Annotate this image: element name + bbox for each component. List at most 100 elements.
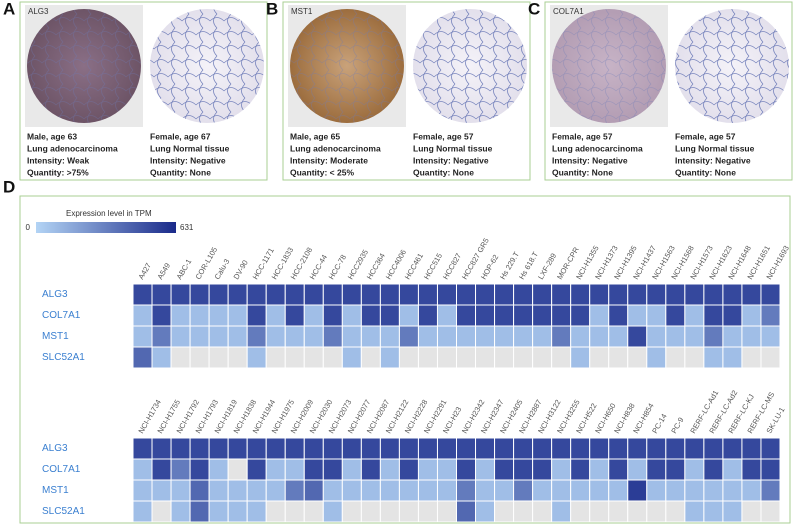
heat-cell [551, 479, 572, 502]
heat-cell [398, 500, 419, 523]
heat-cell [684, 283, 705, 306]
heat-cell [151, 304, 172, 327]
heat-cell [417, 437, 438, 460]
heat-cell [436, 437, 457, 460]
heat-cell [189, 479, 210, 502]
heat-cell [551, 500, 572, 523]
heat-cell [227, 304, 248, 327]
heat-cell [608, 500, 629, 523]
heat-cell [322, 437, 343, 460]
heat-cell [665, 437, 686, 460]
row-label: ALG3 [42, 289, 68, 300]
heat-cell [684, 437, 705, 460]
heat-cell [360, 346, 381, 369]
heat-cell [265, 346, 286, 369]
sample-info: Quantity: < 25% [290, 167, 354, 177]
sample-info: Lung Normal tissue [150, 143, 230, 153]
heat-cell [703, 304, 724, 327]
heat-cell [532, 283, 553, 306]
heat-cell [284, 458, 305, 481]
heat-cell [494, 479, 515, 502]
heat-cell [532, 437, 553, 460]
heat-cell [513, 437, 534, 460]
heat-cell [760, 325, 781, 348]
heat-cell [436, 479, 457, 502]
heat-cell [284, 283, 305, 306]
heat-cell [570, 500, 591, 523]
heat-cell [741, 346, 762, 369]
heat-cell [227, 458, 248, 481]
heat-cell [341, 325, 362, 348]
heat-cell [189, 437, 210, 460]
heat-cell [589, 437, 610, 460]
heat-cell [265, 500, 286, 523]
heat-cell [703, 283, 724, 306]
sample-info: Intensity: Moderate [290, 155, 368, 165]
heat-cell [246, 458, 267, 481]
heat-cell [570, 304, 591, 327]
heat-cell [151, 458, 172, 481]
heat-cell [551, 437, 572, 460]
heat-cell [246, 325, 267, 348]
heat-cell [398, 304, 419, 327]
heat-cell [703, 325, 724, 348]
heat-cell [189, 346, 210, 369]
heat-cell [265, 325, 286, 348]
sample-info: Lung adenocarcinoma [290, 143, 381, 153]
heat-cell [456, 283, 477, 306]
heat-cell [189, 283, 210, 306]
heat-cell [475, 479, 496, 502]
heat-cell [436, 458, 457, 481]
heat-cell [398, 458, 419, 481]
heat-cell [513, 346, 534, 369]
heat-cell [703, 346, 724, 369]
heat-cell [265, 458, 286, 481]
heat-cell [722, 283, 743, 306]
heat-cell [322, 479, 343, 502]
heat-cell [760, 304, 781, 327]
heat-cell [170, 325, 191, 348]
heat-cell [684, 479, 705, 502]
sample-info: Lung adenocarcinoma [552, 143, 643, 153]
heat-cell [665, 500, 686, 523]
heat-cell [513, 325, 534, 348]
heat-cell [284, 325, 305, 348]
gene-label: COL7A1 [553, 7, 584, 16]
heat-cell [341, 304, 362, 327]
heat-cell [722, 437, 743, 460]
heat-cell [627, 479, 648, 502]
tissue-texture [27, 9, 141, 123]
heat-cell [741, 437, 762, 460]
heat-cell [417, 283, 438, 306]
sample-info: Quantity: >75% [27, 167, 89, 177]
panel-frame [282, 1, 531, 181]
heat-cell [208, 304, 229, 327]
ihc-panels: A Male, age 63 Lung adenocarcinoma Intensit… [3, 0, 793, 181]
heat-cell [360, 479, 381, 502]
heat-cell [722, 304, 743, 327]
gene-label: ALG3 [28, 7, 49, 16]
heat-cell [741, 500, 762, 523]
heat-cell [589, 346, 610, 369]
heat-cell [741, 325, 762, 348]
heat-cell [722, 458, 743, 481]
heat-cell [436, 283, 457, 306]
heat-cell [646, 304, 667, 327]
heat-cell [608, 346, 629, 369]
heat-cell [265, 479, 286, 502]
heat-cell [608, 325, 629, 348]
heat-cell [551, 304, 572, 327]
heat-cell [417, 479, 438, 502]
heat-cell [360, 325, 381, 348]
heat-cell [646, 479, 667, 502]
heat-cell [227, 325, 248, 348]
heat-cell [722, 479, 743, 502]
row-label: COL7A1 [42, 310, 81, 321]
heat-cell [684, 304, 705, 327]
heat-cell [551, 325, 572, 348]
heat-cell [341, 283, 362, 306]
heat-cell [170, 500, 191, 523]
heat-cell [151, 437, 172, 460]
heat-cell [398, 346, 419, 369]
column-label: ABC-1 [175, 257, 194, 281]
